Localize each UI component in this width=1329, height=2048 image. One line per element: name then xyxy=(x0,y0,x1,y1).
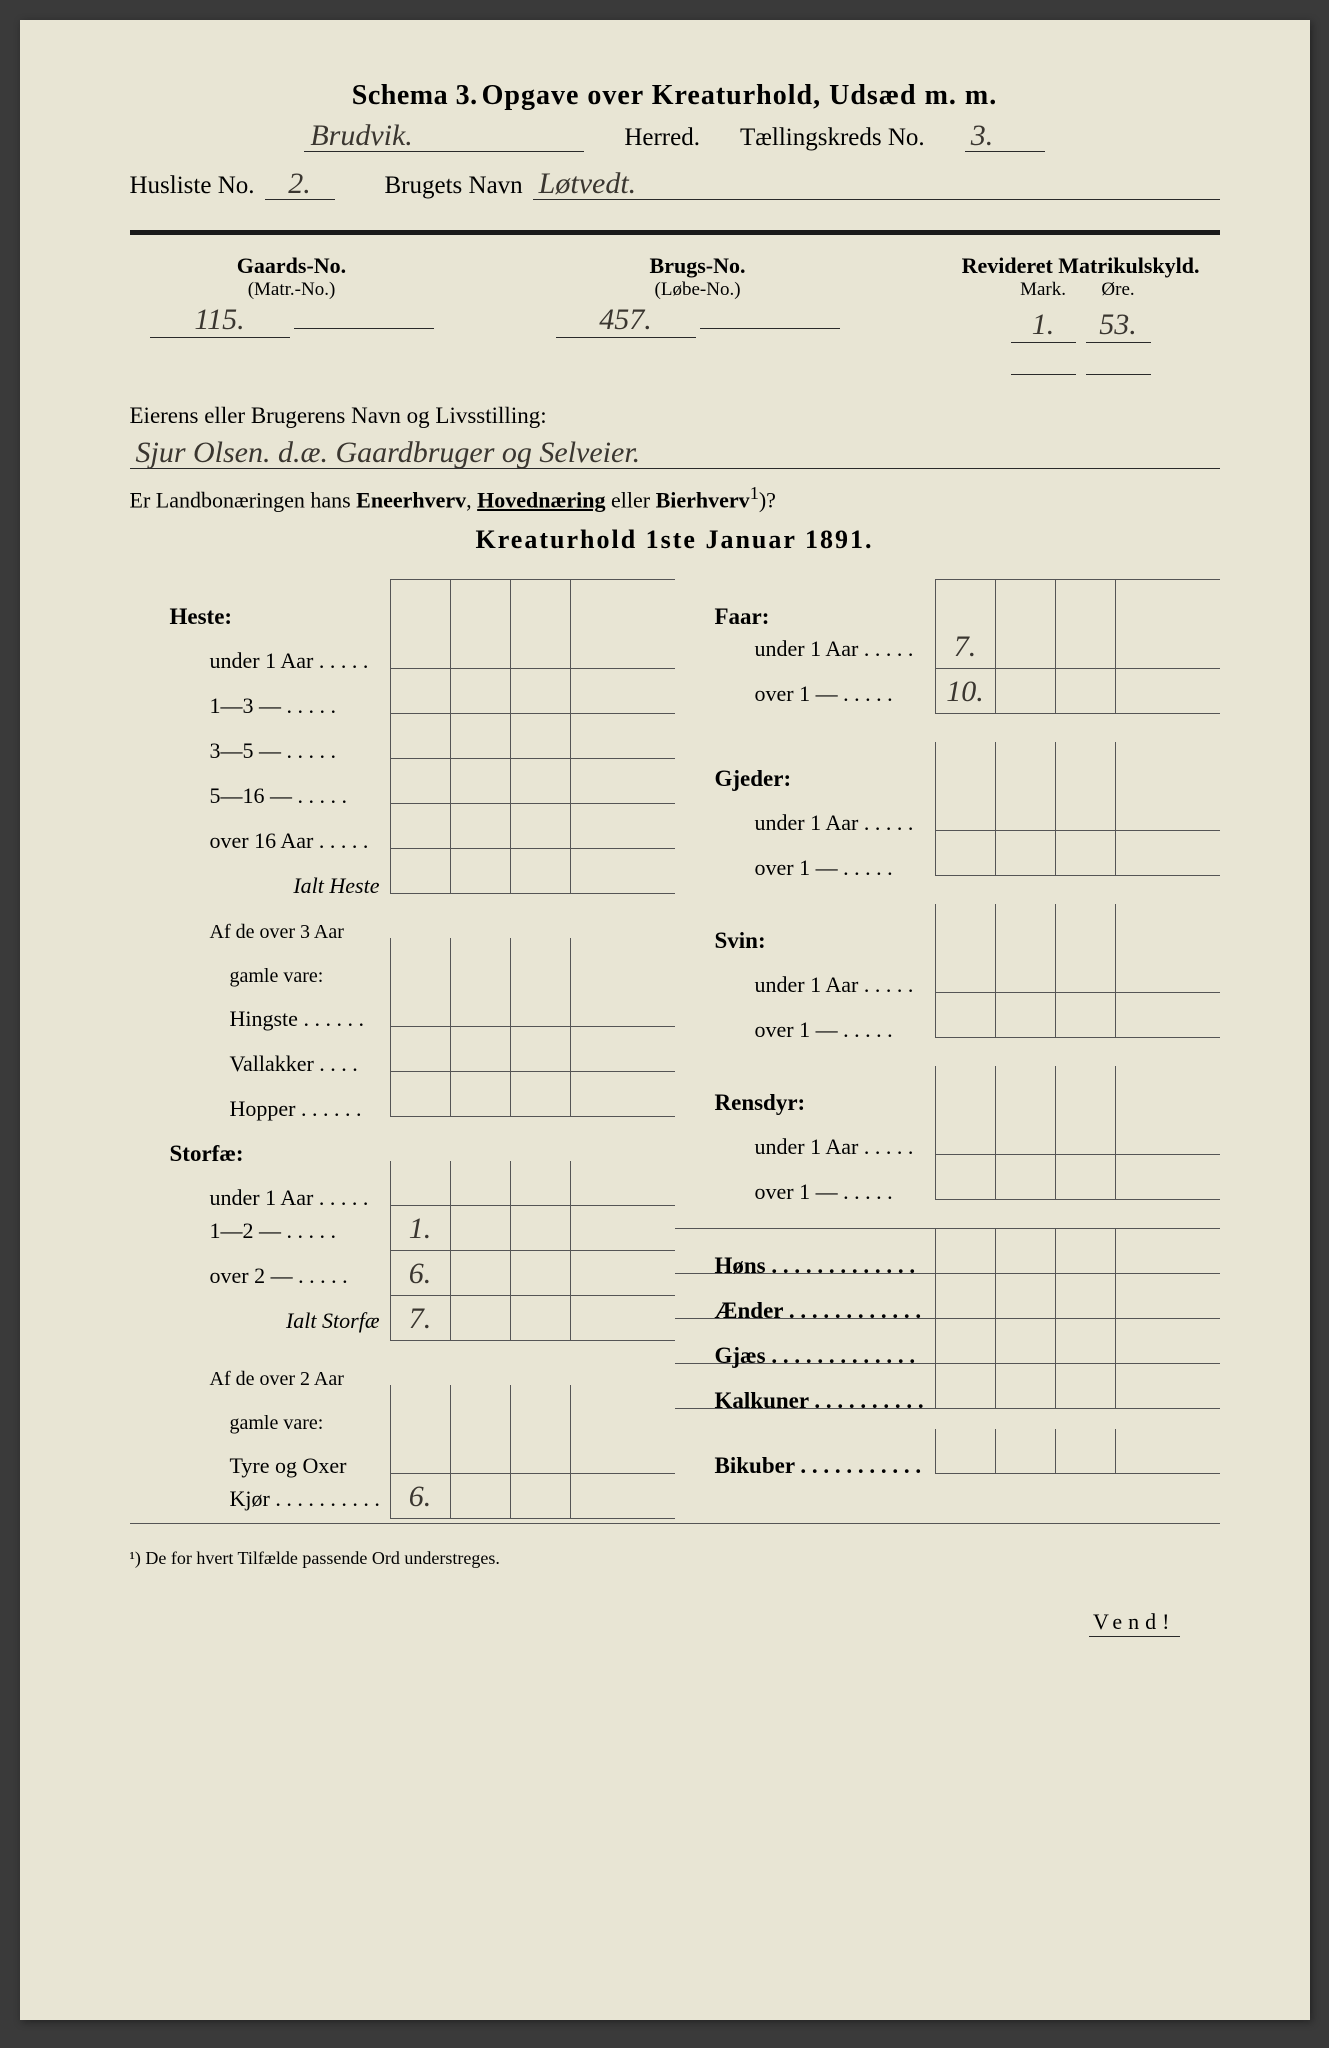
brugets-value: Løtvedt. xyxy=(533,170,1220,200)
rensdyr-o1: over 1 — . . . . . xyxy=(675,1179,935,1205)
section-title: Kreaturhold 1ste Januar 1891. xyxy=(130,525,1220,555)
bikuber: Bikuber . . . . . . . . . . . xyxy=(675,1453,935,1479)
ialt-storfae-val: 7. xyxy=(390,1296,450,1340)
herred-value: Brudvik. xyxy=(304,122,584,152)
hons: Høns . . . . . . . . . . . . . xyxy=(675,1253,935,1279)
brugs-val: 457. xyxy=(556,306,696,338)
skyld-ore-label: Øre. xyxy=(1086,279,1151,311)
skyld-blank-1 xyxy=(1011,343,1076,375)
storfae-1-2: 1—2 — . . . . . xyxy=(130,1218,390,1244)
kreds-label: Tællingskreds No. xyxy=(740,124,925,152)
gaards-blank xyxy=(294,307,434,329)
vallakker: Vallakker . . . . xyxy=(130,1051,390,1077)
kalkuner: Kalkuner . . . . . . . . . . xyxy=(675,1388,935,1414)
brugs-blank xyxy=(700,307,840,329)
kjor: Kjør . . . . . . . . . . xyxy=(130,1486,390,1512)
tyre: Tyre og Oxer xyxy=(130,1453,390,1479)
heste-3-5: 3—5 — . . . . . xyxy=(130,738,390,764)
vend-label: Vend! xyxy=(130,1609,1220,1635)
faar-o1-val: 10. xyxy=(935,669,995,713)
left-column: Heste: under 1 Aar . . . . . 1—3 — . . .… xyxy=(130,579,675,1519)
skyld-blank-2 xyxy=(1086,343,1151,375)
svin-u1: under 1 Aar . . . . . xyxy=(675,972,935,998)
heste-u1: under 1 Aar . . . . . xyxy=(130,648,390,674)
husliste-label: Husliste No. xyxy=(130,172,255,200)
rule-top xyxy=(130,230,1220,235)
form-title-line: Schema 3. Opgave over Kreaturhold, Udsæd… xyxy=(130,80,1220,112)
skyld-mark: 1. xyxy=(1011,311,1076,343)
livestock-table: Heste: under 1 Aar . . . . . 1—3 — . . .… xyxy=(130,579,1220,1519)
right-column: Faar: under 1 Aar . . . . .7. over 1 — .… xyxy=(675,579,1220,1519)
footnote-ref: 1 xyxy=(750,483,759,503)
hingste: Hingste . . . . . . xyxy=(130,1006,390,1032)
kreds-value: 3. xyxy=(965,122,1045,152)
gjaes: Gjæs . . . . . . . . . . . . . xyxy=(675,1343,935,1369)
gamle-vare-1: gamle vare: xyxy=(130,965,390,988)
heste-1-3: 1—3 — . . . . . xyxy=(130,693,390,719)
skyld-head: Revideret Matrikulskyld. xyxy=(962,253,1200,279)
herred-label: Herred. xyxy=(624,124,700,152)
skyld-ore: 53. xyxy=(1086,311,1151,343)
gaards-sub: (Matr.-No.) xyxy=(150,279,434,301)
brugs-head: Brugs-No. xyxy=(556,253,840,279)
brugets-label: Brugets Navn xyxy=(385,172,523,200)
storfae-o2: over 2 — . . . . . xyxy=(130,1263,390,1289)
heste-5-16: 5—16 — . . . . . xyxy=(130,783,390,809)
skyld-mark-label: Mark. xyxy=(1011,279,1076,311)
faar-u1: under 1 Aar . . . . . xyxy=(675,636,935,662)
aender: Ænder . . . . . . . . . . . . xyxy=(675,1298,935,1324)
owner-label: Eierens eller Brugerens Navn og Livsstil… xyxy=(130,403,1220,429)
storfae-u1: under 1 Aar . . . . . xyxy=(130,1185,390,1211)
rensdyr-u1: under 1 Aar . . . . . xyxy=(675,1134,935,1160)
husliste-line: Husliste No. 2. Brugets Navn Løtvedt. xyxy=(130,170,1220,200)
census-form-page: Schema 3. Opgave over Kreaturhold, Udsæd… xyxy=(20,20,1310,2020)
naering-bi: Bierhverv xyxy=(656,487,750,512)
heste-head: Heste: xyxy=(130,604,390,630)
gamle-vare-2: gamle vare: xyxy=(130,1412,390,1435)
naering-q: )? xyxy=(759,487,776,512)
svin-o1: over 1 — . . . . . xyxy=(675,1017,935,1043)
faar-head: Faar: xyxy=(675,604,935,630)
ialt-heste: Ialt Heste xyxy=(130,873,390,899)
faar-o1: over 1 — . . . . . xyxy=(675,681,935,707)
brugs-sub: (Løbe-No.) xyxy=(556,279,840,301)
storfae-o2-val: 6. xyxy=(390,1251,450,1295)
heste-o16: over 16 Aar . . . . . xyxy=(130,828,390,854)
faar-u1-val: 7. xyxy=(935,624,995,668)
gaards-head: Gaards-No. xyxy=(150,253,434,279)
owner-block: Eierens eller Brugerens Navn og Livsstil… xyxy=(130,403,1220,513)
gjeder-u1: under 1 Aar . . . . . xyxy=(675,810,935,836)
storfae-head: Storfæ: xyxy=(130,1141,390,1167)
skyld-col: Revideret Matrikulskyld. Mark. Øre. 1. 5… xyxy=(962,253,1200,375)
husliste-value: 2. xyxy=(265,170,335,200)
af-over-3: Af de over 3 Aar xyxy=(130,921,390,944)
af-over-2: Af de over 2 Aar xyxy=(130,1368,390,1391)
herred-line: Brudvik. Herred. Tællingskreds No. 3. xyxy=(130,122,1220,152)
owner-value: Sjur Olsen. d.æ. Gaardbruger og Selveier… xyxy=(130,435,1220,469)
brugs-col: Brugs-No. (Løbe-No.) 457. xyxy=(556,253,840,375)
gaards-val: 115. xyxy=(150,306,290,338)
property-header-row: Gaards-No. (Matr.-No.) 115. Brugs-No. (L… xyxy=(130,253,1220,375)
gjeder-head: Gjeder: xyxy=(675,766,935,792)
footnote: ¹) De for hvert Tilfælde passende Ord un… xyxy=(130,1548,1220,1569)
hopper: Hopper . . . . . . xyxy=(130,1096,390,1122)
schema-label: Schema 3. xyxy=(352,80,478,111)
naering-hoved: Hovednæring xyxy=(477,487,605,512)
naering-line: Er Landbonæringen hans Eneerhverv, Hoved… xyxy=(130,483,1220,513)
naering-ene: Eneerhverv xyxy=(356,487,466,512)
naering-eller: eller xyxy=(611,487,650,512)
kjor-val: 6. xyxy=(390,1474,450,1518)
storfae-1-2-val: 1. xyxy=(390,1206,450,1250)
ialt-storfae: Ialt Storfæ xyxy=(130,1308,390,1334)
form-title: Opgave over Kreaturhold, Udsæd m. m. xyxy=(482,80,998,111)
naering-prefix: Er Landbonæringen hans xyxy=(130,487,351,512)
gjeder-o1: over 1 — . . . . . xyxy=(675,855,935,881)
rensdyr-head: Rensdyr: xyxy=(675,1090,935,1116)
gaards-col: Gaards-No. (Matr.-No.) 115. xyxy=(150,253,434,375)
svin-head: Svin: xyxy=(675,928,935,954)
